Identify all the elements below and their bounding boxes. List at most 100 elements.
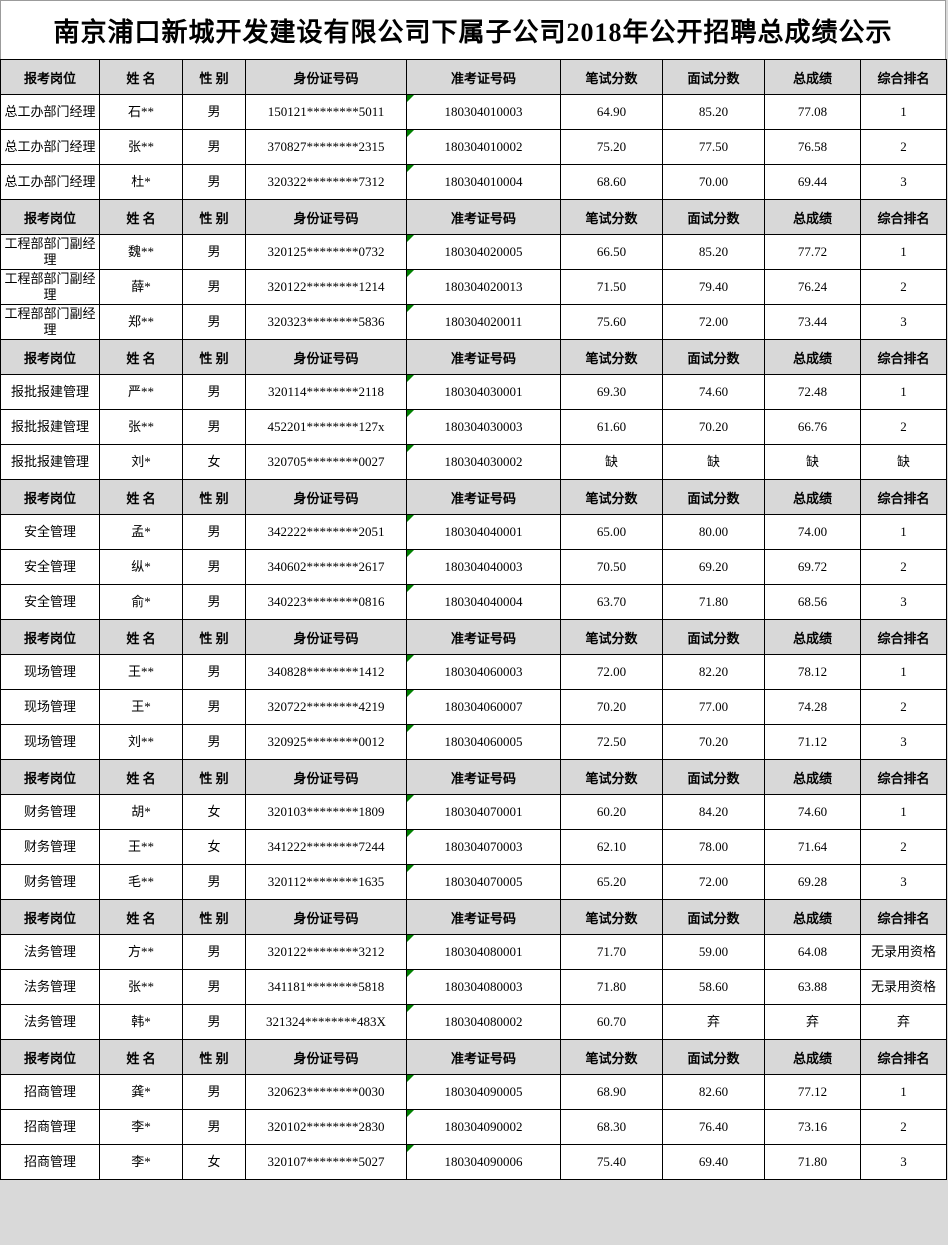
- rank-cell: 3: [860, 1144, 947, 1180]
- column-header-position: 报考岗位: [0, 899, 100, 935]
- gender-cell: 男: [182, 724, 246, 760]
- exam-number-text: 180304060003: [444, 664, 523, 679]
- id-number-cell: 452201********127x: [245, 409, 407, 445]
- column-header-gender: 性 别: [182, 899, 246, 935]
- written-score-cell: 62.10: [560, 829, 663, 865]
- candidate-row: 法务管理 方** 男 320122********3212 180304080001 71…: [0, 934, 947, 970]
- rank-cell: 无录用资格: [860, 934, 947, 970]
- exam-number-cell: 180304010004: [406, 164, 561, 200]
- id-number-cell: 320323********5836: [245, 304, 407, 340]
- exam-number-text: 180304020011: [444, 314, 523, 329]
- interview-score-cell: 82.20: [662, 654, 765, 690]
- gender-cell: 女: [182, 794, 246, 830]
- rank-cell: 1: [860, 514, 947, 550]
- green-triangle-icon: [407, 515, 414, 522]
- gender-cell: 男: [182, 864, 246, 900]
- column-header-exam-number: 准考证号码: [406, 899, 561, 935]
- candidate-row: 报批报建管理 张** 男 452201********127x 180304030003…: [0, 409, 947, 445]
- position-cell: 总工办部门经理: [0, 94, 100, 130]
- interview-score-cell: 缺: [662, 444, 765, 480]
- gender-cell: 男: [182, 374, 246, 410]
- candidate-row: 工程部部门副经理 薛* 男 320122********1214 18030402001…: [0, 269, 947, 305]
- exam-number-cell: 180304040001: [406, 514, 561, 550]
- column-header-rank: 综合排名: [860, 759, 947, 795]
- column-header-interview-score: 面试分数: [662, 759, 765, 795]
- name-cell: 韩*: [99, 1004, 183, 1040]
- column-header-id-number: 身份证号码: [245, 339, 407, 375]
- exam-number-text: 180304070001: [444, 804, 523, 819]
- position-cell: 现场管理: [0, 689, 100, 725]
- interview-score-cell: 85.20: [662, 234, 765, 270]
- exam-number-text: 180304020005: [444, 244, 523, 259]
- name-cell: 薛*: [99, 269, 183, 305]
- column-header-id-number: 身份证号码: [245, 759, 407, 795]
- position-cell: 报批报建管理: [0, 444, 100, 480]
- interview-score-cell: 58.60: [662, 969, 765, 1005]
- section-header-row: 报考岗位姓 名性 别身份证号码 准考证号码 笔试分数 面试分数 总成绩 综合排名: [0, 199, 947, 235]
- id-number-cell: 320125********0732: [245, 234, 407, 270]
- green-triangle-icon: [407, 95, 414, 102]
- column-header-position: 报考岗位: [0, 1039, 100, 1075]
- position-cell: 招商管理: [0, 1074, 100, 1110]
- position-cell: 财务管理: [0, 829, 100, 865]
- exam-number-text: 180304010003: [444, 104, 523, 119]
- position-cell: 总工办部门经理: [0, 129, 100, 165]
- total-score-cell: 68.56: [764, 584, 861, 620]
- name-cell: 李*: [99, 1144, 183, 1180]
- green-triangle-icon: [407, 1005, 414, 1012]
- name-cell: 刘*: [99, 444, 183, 480]
- gender-cell: 男: [182, 654, 246, 690]
- candidate-row: 报批报建管理 刘* 女 320705********0027 180304030002 缺…: [0, 444, 947, 480]
- total-score-cell: 69.72: [764, 549, 861, 585]
- exam-number-text: 180304030002: [444, 454, 523, 469]
- total-score-cell: 69.44: [764, 164, 861, 200]
- written-score-cell: 75.40: [560, 1144, 663, 1180]
- gender-cell: 女: [182, 829, 246, 865]
- gender-cell: 男: [182, 304, 246, 340]
- column-header-total-score: 总成绩: [764, 619, 861, 655]
- green-triangle-icon: [407, 585, 414, 592]
- name-cell: 王*: [99, 689, 183, 725]
- exam-number-cell: 180304010003: [406, 94, 561, 130]
- column-header-interview-score: 面试分数: [662, 199, 765, 235]
- interview-score-cell: 72.00: [662, 864, 765, 900]
- written-score-cell: 72.50: [560, 724, 663, 760]
- column-header-id-number: 身份证号码: [245, 199, 407, 235]
- name-cell: 俞*: [99, 584, 183, 620]
- name-cell: 孟*: [99, 514, 183, 550]
- candidate-row: 财务管理 王** 女 341222********7244 180304070003 62…: [0, 829, 947, 865]
- position-cell: 安全管理: [0, 584, 100, 620]
- column-header-position: 报考岗位: [0, 479, 100, 515]
- name-cell: 张**: [99, 129, 183, 165]
- candidate-row: 总工办部门经理 张** 男 370827********2315 18030401000…: [0, 129, 947, 165]
- column-header-position: 报考岗位: [0, 339, 100, 375]
- name-cell: 毛**: [99, 864, 183, 900]
- column-header-name: 姓 名: [99, 1039, 183, 1075]
- total-score-cell: 76.58: [764, 129, 861, 165]
- green-triangle-icon: [407, 375, 414, 382]
- id-number-cell: 320102********2830: [245, 1109, 407, 1145]
- total-score-cell: 72.48: [764, 374, 861, 410]
- name-cell: 杜*: [99, 164, 183, 200]
- exam-number-text: 180304080003: [444, 979, 523, 994]
- gender-cell: 男: [182, 969, 246, 1005]
- green-triangle-icon: [407, 235, 414, 242]
- gender-cell: 男: [182, 689, 246, 725]
- column-header-interview-score: 面试分数: [662, 899, 765, 935]
- candidate-row: 现场管理 刘** 男 320925********0012 180304060005 72…: [0, 724, 947, 760]
- rank-cell: 2: [860, 269, 947, 305]
- green-triangle-icon: [407, 410, 414, 417]
- total-score-cell: 缺: [764, 444, 861, 480]
- id-number-cell: 321324********483X: [245, 1004, 407, 1040]
- total-score-cell: 66.76: [764, 409, 861, 445]
- written-score-cell: 68.30: [560, 1109, 663, 1145]
- section-header-row: 报考岗位姓 名性 别身份证号码 准考证号码 笔试分数 面试分数 总成绩 综合排名: [0, 899, 947, 935]
- position-cell: 财务管理: [0, 794, 100, 830]
- rank-cell: 无录用资格: [860, 969, 947, 1005]
- interview-score-cell: 77.00: [662, 689, 765, 725]
- column-header-interview-score: 面试分数: [662, 339, 765, 375]
- position-cell: 招商管理: [0, 1109, 100, 1145]
- rank-cell: 2: [860, 549, 947, 585]
- candidate-row: 法务管理 韩* 男 321324********483X 180304080002 60.…: [0, 1004, 947, 1040]
- gender-cell: 男: [182, 164, 246, 200]
